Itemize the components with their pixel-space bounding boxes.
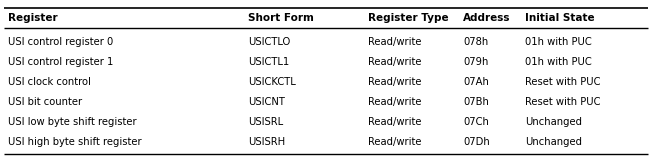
Text: USISRL: USISRL [248,117,283,127]
Text: USI bit counter: USI bit counter [8,97,82,107]
Text: Unchanged: Unchanged [525,117,582,127]
Text: USICNT: USICNT [248,97,285,107]
Text: USICTLO: USICTLO [248,37,290,47]
Text: Address: Address [463,13,511,23]
Text: Read/write: Read/write [368,57,422,67]
Text: 01h with PUC: 01h with PUC [525,57,591,67]
Text: USI control register 0: USI control register 0 [8,37,113,47]
Text: Short Form: Short Form [248,13,314,23]
Text: USI clock control: USI clock control [8,77,91,87]
Text: USISRH: USISRH [248,137,285,147]
Text: Reset with PUC: Reset with PUC [525,97,600,107]
Text: USICTL1: USICTL1 [248,57,289,67]
Text: Read/write: Read/write [368,117,422,127]
Text: Read/write: Read/write [368,137,422,147]
Text: USI control register 1: USI control register 1 [8,57,113,67]
Text: Initial State: Initial State [525,13,595,23]
Text: Read/write: Read/write [368,37,422,47]
Text: Unchanged: Unchanged [525,137,582,147]
Text: 01h with PUC: 01h with PUC [525,37,591,47]
Text: USI low byte shift register: USI low byte shift register [8,117,136,127]
Text: 07Dh: 07Dh [463,137,490,147]
Text: Read/write: Read/write [368,77,422,87]
Text: USI high byte shift register: USI high byte shift register [8,137,141,147]
Text: Register Type: Register Type [368,13,449,23]
Text: 078h: 078h [463,37,488,47]
Text: USICKCTL: USICKCTL [248,77,295,87]
Text: 07Ah: 07Ah [463,77,489,87]
Text: Read/write: Read/write [368,97,422,107]
Text: 07Bh: 07Bh [463,97,489,107]
Text: 079h: 079h [463,57,488,67]
Text: Register: Register [8,13,57,23]
Text: Reset with PUC: Reset with PUC [525,77,600,87]
Text: 07Ch: 07Ch [463,117,489,127]
